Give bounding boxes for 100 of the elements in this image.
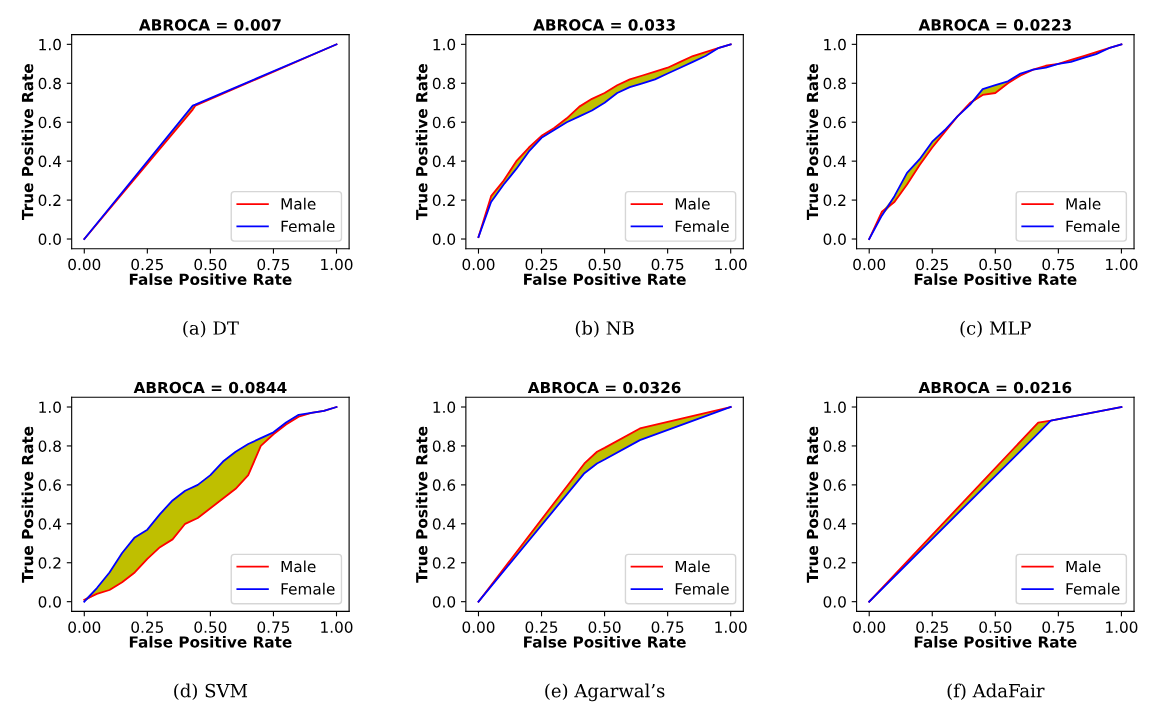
y-tick-label: 0.2 [38, 557, 61, 569]
y-tick-label: 0.2 [38, 194, 61, 207]
y-tick-label: 0.6 [823, 116, 846, 129]
legend-label: Female [1066, 220, 1120, 233]
line-series [83, 43, 338, 240]
x-tick-label: 0.00 [68, 621, 101, 633]
x-axis-title: False Positive Rate [129, 635, 292, 648]
x-tick-label: 1.00 [715, 621, 747, 633]
chart-title: ABROCA = 0.0223 [918, 19, 1071, 31]
x-tick-label: 0.25 [916, 621, 948, 633]
y-tick-label: 0.0 [432, 596, 456, 608]
x-axis-title: False Positive Rate [129, 273, 292, 286]
text: (c) MLP [960, 320, 1031, 338]
y-axis-title: True Positive Rate [415, 426, 428, 583]
x-tick-label: 0.75 [651, 258, 684, 271]
y-tick-label: 0.8 [823, 77, 846, 90]
x-tick-label: 0.25 [131, 621, 164, 633]
y-tick-label: 0.0 [823, 596, 846, 608]
text: (a) DT [183, 320, 239, 338]
y-tick-label: 0.2 [823, 194, 846, 207]
y-axis-title: True Positive Rate [415, 64, 428, 220]
y-tick-label: 0.4 [432, 155, 456, 168]
x-tick-label: 0.00 [462, 258, 495, 271]
y-axis-title: True Positive Rate [806, 426, 819, 583]
x-tick-label: 1.00 [321, 621, 353, 633]
x-tick-label: 0.75 [257, 258, 290, 271]
y-tick-label: 0.6 [432, 116, 456, 129]
x-axis-title: False Positive Rate [914, 635, 1077, 648]
legend-label: Female [281, 582, 335, 595]
x-axis-title: False Positive Rate [524, 273, 686, 286]
legend-label: Male [1066, 560, 1101, 573]
y-tick-label: 0.2 [432, 194, 455, 207]
x-axis-title: False Positive Rate [524, 635, 686, 648]
x-tick-label: 0.75 [651, 621, 684, 633]
y-tick-label: 0.6 [823, 479, 846, 491]
x-tick-label: 1.00 [1106, 621, 1138, 633]
chart-title: ABROCA = 0.0326 [527, 381, 681, 394]
y-tick-label: 1.0 [824, 401, 846, 414]
legend-label: Male [281, 560, 316, 573]
x-tick-label: 1.00 [1106, 258, 1138, 271]
chart-title: ABROCA = 0.0844 [133, 381, 287, 394]
text: (b) NB [575, 320, 634, 338]
y-tick-label: 0.4 [38, 518, 62, 530]
x-axis-title: False Positive Rate [914, 273, 1077, 286]
x-tick-label: 0.25 [525, 258, 558, 271]
x-tick-label: 0.50 [588, 621, 621, 633]
y-tick-label: 0.4 [38, 155, 62, 168]
chart-title: ABROCA = 0.033 [533, 19, 675, 31]
legend-label: Female [1066, 582, 1120, 595]
legend-label: Male [1066, 197, 1101, 210]
chart-title: ABROCA = 0.007 [138, 19, 281, 31]
y-tick-label: 1.0 [824, 38, 846, 51]
x-tick-label: 0.25 [525, 621, 558, 633]
y-tick-label: 0.4 [823, 518, 847, 530]
text: (f) AdaFair [947, 683, 1045, 701]
y-axis-title: True Positive Rate [21, 64, 34, 220]
y-tick-label: 1.0 [39, 401, 61, 414]
x-tick-label: 0.00 [68, 258, 101, 271]
chart-title: ABROCA = 0.0216 [918, 381, 1072, 394]
y-tick-label: 0.2 [432, 557, 455, 569]
legend-label: Female [675, 220, 729, 233]
legend-label: Male [675, 560, 710, 573]
y-tick-label: 0.6 [38, 479, 61, 491]
x-tick-label: 0.75 [257, 621, 290, 633]
x-tick-label: 0.25 [131, 258, 164, 271]
text: (d) SVM [174, 683, 248, 701]
y-axis-title: True Positive Rate [806, 64, 819, 220]
y-tick-label: 1.0 [39, 38, 61, 51]
legend-label: Female [281, 220, 335, 233]
x-tick-label: 0.75 [1042, 621, 1075, 633]
y-tick-label: 0.0 [38, 596, 61, 608]
x-tick-label: 0.25 [916, 258, 948, 271]
x-tick-label: 0.50 [588, 258, 621, 271]
legend-label: Male [281, 197, 316, 210]
y-tick-label: 0.8 [823, 440, 846, 452]
x-tick-label: 0.50 [979, 621, 1012, 633]
y-tick-label: 1.0 [433, 401, 456, 414]
y-tick-label: 0.4 [823, 155, 847, 168]
legend-label: Male [675, 197, 710, 210]
x-tick-label: 0.00 [853, 258, 886, 271]
y-tick-label: 0.2 [823, 557, 846, 569]
y-tick-label: 0.8 [38, 440, 61, 452]
x-tick-label: 1.00 [321, 258, 353, 271]
y-tick-label: 0.8 [432, 440, 456, 452]
x-tick-label: 0.50 [194, 621, 227, 633]
y-tick-label: 0.0 [823, 233, 846, 246]
y-tick-label: 0.8 [432, 77, 456, 90]
y-tick-label: 1.0 [433, 38, 456, 51]
x-tick-label: 1.00 [715, 258, 747, 271]
x-tick-label: 0.00 [462, 621, 495, 633]
y-tick-label: 0.0 [38, 233, 61, 246]
y-tick-label: 0.6 [432, 479, 456, 491]
x-tick-label: 0.50 [979, 258, 1012, 271]
text: (e) Agarwal’s [545, 683, 665, 702]
x-tick-label: 0.00 [853, 621, 886, 633]
x-tick-label: 0.50 [194, 258, 227, 271]
y-tick-label: 0.8 [38, 77, 61, 90]
x-tick-label: 0.75 [1042, 258, 1075, 271]
y-tick-label: 0.4 [432, 518, 456, 530]
legend-label: Female [675, 582, 729, 595]
